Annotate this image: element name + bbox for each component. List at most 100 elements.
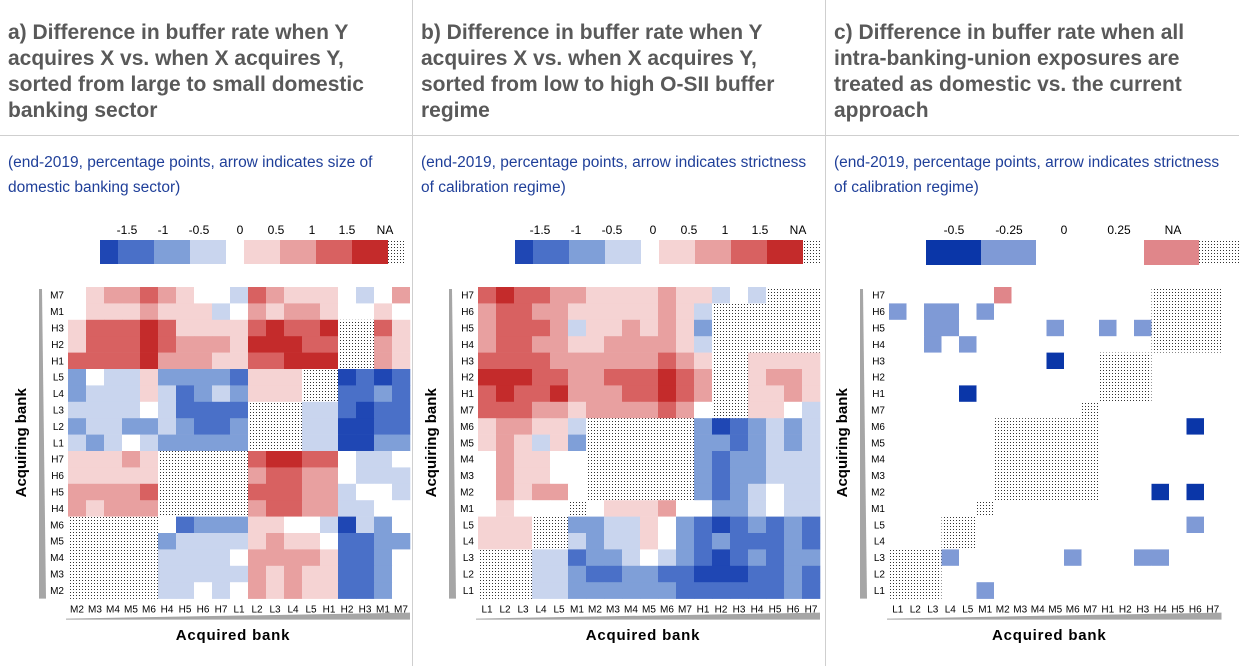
heatmap-cell [176, 401, 195, 419]
heatmap-cell [604, 451, 623, 468]
heatmap-cell [514, 467, 533, 485]
heatmap-cell [1186, 287, 1205, 304]
heatmap-cell [1029, 467, 1047, 485]
heatmap-cell [640, 516, 659, 534]
heatmap-cell [712, 385, 731, 403]
heatmap-cell [802, 418, 821, 435]
heatmap-cell [568, 336, 587, 353]
heatmap-cell [1151, 385, 1170, 403]
heatmap-cell [68, 565, 87, 583]
heatmap-cell [374, 451, 393, 468]
heatmap-cell [712, 500, 731, 517]
y-tick-label: H4 [461, 340, 474, 351]
y-tick-label: M5 [871, 438, 885, 449]
y-tick-label: L3 [463, 553, 475, 564]
legend-swatch [767, 240, 785, 264]
heatmap-cell [802, 401, 821, 419]
heatmap-cell [86, 336, 105, 353]
heatmap-cell [1204, 336, 1222, 353]
heatmap-cell [712, 434, 731, 452]
heatmap-cell [320, 516, 339, 534]
heatmap-cell [1046, 467, 1065, 485]
heatmap-cell [550, 352, 569, 370]
legend-tick-label: -1 [158, 223, 169, 237]
panel-b: b) Difference in buffer rate when Y acqu… [413, 0, 826, 666]
x-tick-label: L5 [962, 605, 974, 616]
heatmap-cell [68, 500, 87, 517]
y-tick-label: L4 [463, 537, 475, 548]
heatmap-cell [784, 451, 803, 468]
heatmap-cell [622, 434, 641, 452]
panel-divider [412, 0, 413, 666]
heatmap-cell [1011, 287, 1030, 304]
heatmap-cell [1134, 483, 1152, 501]
heatmap-cell [356, 369, 375, 386]
x-tick-label: M6 [142, 605, 156, 616]
heatmap-cell [924, 352, 942, 370]
y-tick-label: H6 [461, 307, 474, 318]
heatmap-cell [338, 434, 357, 452]
x-tick-label: L3 [517, 605, 529, 616]
heatmap-cell [1099, 451, 1117, 468]
heatmap-cell [514, 385, 533, 403]
heatmap-cell [532, 451, 551, 468]
heatmap-cell [338, 467, 357, 485]
heatmap-cell [1046, 434, 1065, 452]
heatmap-cell [889, 434, 907, 452]
heatmap-cell [1099, 385, 1117, 403]
heatmap-cell [1011, 319, 1030, 337]
heatmap-cell [658, 549, 677, 567]
heatmap-cell [230, 434, 249, 452]
heatmap-cell [1151, 434, 1170, 452]
heatmap-cell [514, 451, 533, 468]
heatmap-cell [478, 565, 497, 583]
heatmap-cell [212, 369, 231, 386]
heatmap-cell [622, 418, 641, 435]
heatmap-cell [976, 352, 995, 370]
heatmap-cell [230, 418, 249, 435]
heatmap-cell [158, 336, 177, 353]
heatmap-cell [784, 418, 803, 435]
heatmap-cell [802, 369, 821, 386]
heatmap-cell [302, 303, 321, 321]
heatmap-cell [478, 418, 497, 435]
heatmap-cell [284, 467, 303, 485]
heatmap-cell [906, 401, 925, 419]
heatmap-cell [194, 418, 213, 435]
heatmap-cell [496, 434, 515, 452]
heatmap-cell [86, 352, 105, 370]
heatmap-cell [68, 467, 87, 485]
heatmap-cell [374, 500, 393, 517]
heatmap-cell [712, 352, 731, 370]
heatmap-cell [374, 549, 393, 567]
x-tick-label: H2 [341, 605, 354, 616]
heatmap-cell [906, 336, 925, 353]
heatmap-cell [640, 369, 659, 386]
heatmap-cell [320, 533, 339, 550]
y-tick-label: H2 [51, 340, 64, 351]
x-tick-label: H3 [733, 605, 746, 616]
heatmap-cell [802, 385, 821, 403]
legend-swatch [785, 240, 803, 264]
heatmap-cell [158, 582, 177, 599]
heatmap-cell [748, 303, 767, 321]
heatmap-cell [712, 287, 731, 304]
heatmap-cell [676, 483, 695, 501]
heatmap-cell [68, 287, 87, 304]
heatmap-cell [1099, 352, 1117, 370]
y-tick-label: L5 [874, 520, 886, 531]
heatmap-cell [194, 467, 213, 485]
heatmap-cell [568, 401, 587, 419]
heatmap-cell [1116, 287, 1135, 304]
heatmap-cell [1081, 369, 1100, 386]
heatmap-cell [959, 451, 977, 468]
heatmap-cell [1116, 385, 1135, 403]
heatmap-cell [194, 369, 213, 386]
heatmap-cell [748, 401, 767, 419]
heatmap-cell [392, 369, 411, 386]
heatmap-cell [640, 418, 659, 435]
heatmap-cell [748, 287, 767, 304]
heatmap-cell [586, 319, 605, 337]
heatmap-cell [1169, 516, 1187, 534]
heatmap-cell [1134, 385, 1152, 403]
